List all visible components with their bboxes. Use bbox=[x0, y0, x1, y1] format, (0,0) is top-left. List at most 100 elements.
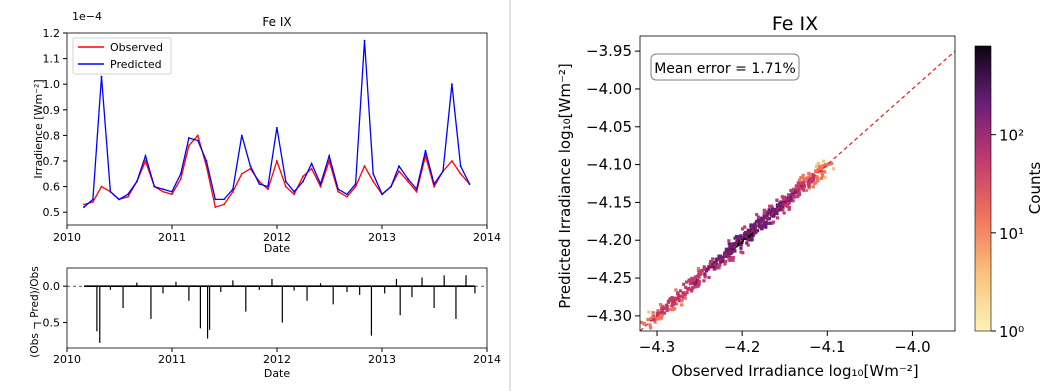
series-predicted-point bbox=[459, 165, 462, 168]
density-cell bbox=[724, 247, 729, 251]
series-predicted-point bbox=[249, 165, 252, 168]
density-cell bbox=[741, 251, 745, 255]
density-cell bbox=[640, 320, 644, 325]
y-tick-label: −4.15 bbox=[586, 193, 632, 211]
density-cell bbox=[799, 175, 803, 180]
density-cell bbox=[769, 204, 774, 208]
density-cell bbox=[778, 202, 782, 206]
y-tick-label: 1.1 bbox=[43, 53, 61, 66]
x-tick-label: 2011 bbox=[158, 231, 186, 244]
density-cell bbox=[733, 249, 737, 253]
density-cell bbox=[822, 170, 827, 174]
density-cell bbox=[681, 295, 685, 300]
density-cell bbox=[731, 242, 736, 246]
density-cell bbox=[762, 213, 766, 217]
density-cell bbox=[747, 234, 751, 238]
density-cell bbox=[829, 161, 834, 166]
density-cell bbox=[702, 267, 706, 272]
density-cell bbox=[680, 299, 684, 303]
density-cell bbox=[756, 215, 761, 219]
series-observed-point bbox=[196, 134, 199, 137]
density-cell bbox=[680, 303, 684, 307]
series-predicted-point bbox=[275, 126, 278, 129]
density-cell bbox=[727, 239, 731, 243]
density-cell bbox=[659, 316, 663, 320]
density-cell bbox=[764, 225, 768, 229]
mean-error-box: Mean error = 1.71% bbox=[650, 53, 800, 81]
density-cell bbox=[770, 206, 775, 210]
density-cell bbox=[758, 224, 762, 228]
density-cell bbox=[757, 222, 761, 226]
density-cell bbox=[749, 224, 753, 228]
density-cell bbox=[664, 303, 669, 307]
colorbar bbox=[974, 45, 992, 332]
mean-error-text: Mean error = 1.71% bbox=[654, 61, 796, 77]
series-observed-point bbox=[459, 172, 462, 175]
density-cell bbox=[670, 295, 674, 300]
x-tick-label: −4.3 bbox=[639, 338, 675, 356]
density-cell bbox=[821, 173, 825, 178]
density-cell bbox=[716, 257, 721, 261]
density-cell bbox=[759, 216, 764, 221]
series-predicted-point bbox=[231, 188, 234, 191]
series-observed-point bbox=[275, 160, 278, 162]
density-cell bbox=[703, 275, 707, 279]
density-cell bbox=[747, 238, 751, 242]
density-cell bbox=[797, 186, 801, 190]
series-observed-point bbox=[284, 185, 287, 188]
density-cell bbox=[677, 299, 681, 303]
density-cell bbox=[694, 285, 698, 289]
density-cell bbox=[823, 175, 827, 179]
x-tick-label: 2010 bbox=[53, 231, 81, 244]
series-predicted-point bbox=[153, 185, 156, 188]
density-cell bbox=[730, 250, 734, 254]
density-cell bbox=[673, 307, 677, 311]
density-cell bbox=[800, 181, 804, 185]
series-observed-line bbox=[83, 134, 470, 208]
y-tick-label: 1.2 bbox=[43, 27, 61, 40]
series-observed-point bbox=[433, 185, 436, 188]
series-predicted-point bbox=[433, 183, 436, 185]
density-cell bbox=[750, 234, 754, 238]
y-tick-label: −3.95 bbox=[586, 42, 632, 60]
density-cell bbox=[786, 193, 791, 197]
series-predicted-point bbox=[302, 180, 304, 183]
density-cell bbox=[814, 169, 818, 173]
density-cell bbox=[729, 244, 733, 249]
density-cell bbox=[712, 265, 716, 269]
density-cell bbox=[649, 316, 653, 321]
density-cell bbox=[811, 185, 815, 189]
series-predicted-point bbox=[363, 39, 366, 42]
density-cell bbox=[797, 189, 801, 193]
residual-frame bbox=[66, 267, 488, 349]
density-cell bbox=[815, 175, 819, 179]
y-multiplier-label: 1e−4 bbox=[72, 10, 102, 23]
density-cell bbox=[658, 315, 662, 320]
density-cell bbox=[756, 229, 760, 233]
density-cell bbox=[745, 241, 749, 245]
density-cell bbox=[778, 208, 783, 212]
series-predicted-point bbox=[468, 183, 471, 185]
density-cell bbox=[783, 195, 787, 199]
density-cell bbox=[697, 281, 701, 286]
density-cell bbox=[785, 202, 789, 206]
density-cell bbox=[783, 203, 787, 208]
series-predicted-point bbox=[240, 134, 243, 137]
density-cell bbox=[781, 205, 785, 210]
density-cell bbox=[781, 208, 785, 212]
density-cell bbox=[720, 256, 724, 260]
density-cell bbox=[816, 161, 820, 165]
density-cell bbox=[804, 188, 808, 193]
density-frame bbox=[639, 35, 956, 332]
y-tick-label: 0.5 bbox=[43, 206, 61, 219]
density-cell bbox=[682, 282, 686, 286]
series-observed-point bbox=[171, 193, 173, 196]
density-cell bbox=[807, 171, 811, 176]
density-title: Fe IX bbox=[772, 13, 818, 35]
density-cell bbox=[728, 245, 732, 249]
density-cell bbox=[754, 219, 759, 224]
density-cell bbox=[753, 228, 758, 233]
series-observed-point bbox=[144, 160, 147, 162]
series-predicted-point bbox=[118, 198, 120, 201]
colorbar-tick-label: 10¹ bbox=[999, 225, 1024, 243]
